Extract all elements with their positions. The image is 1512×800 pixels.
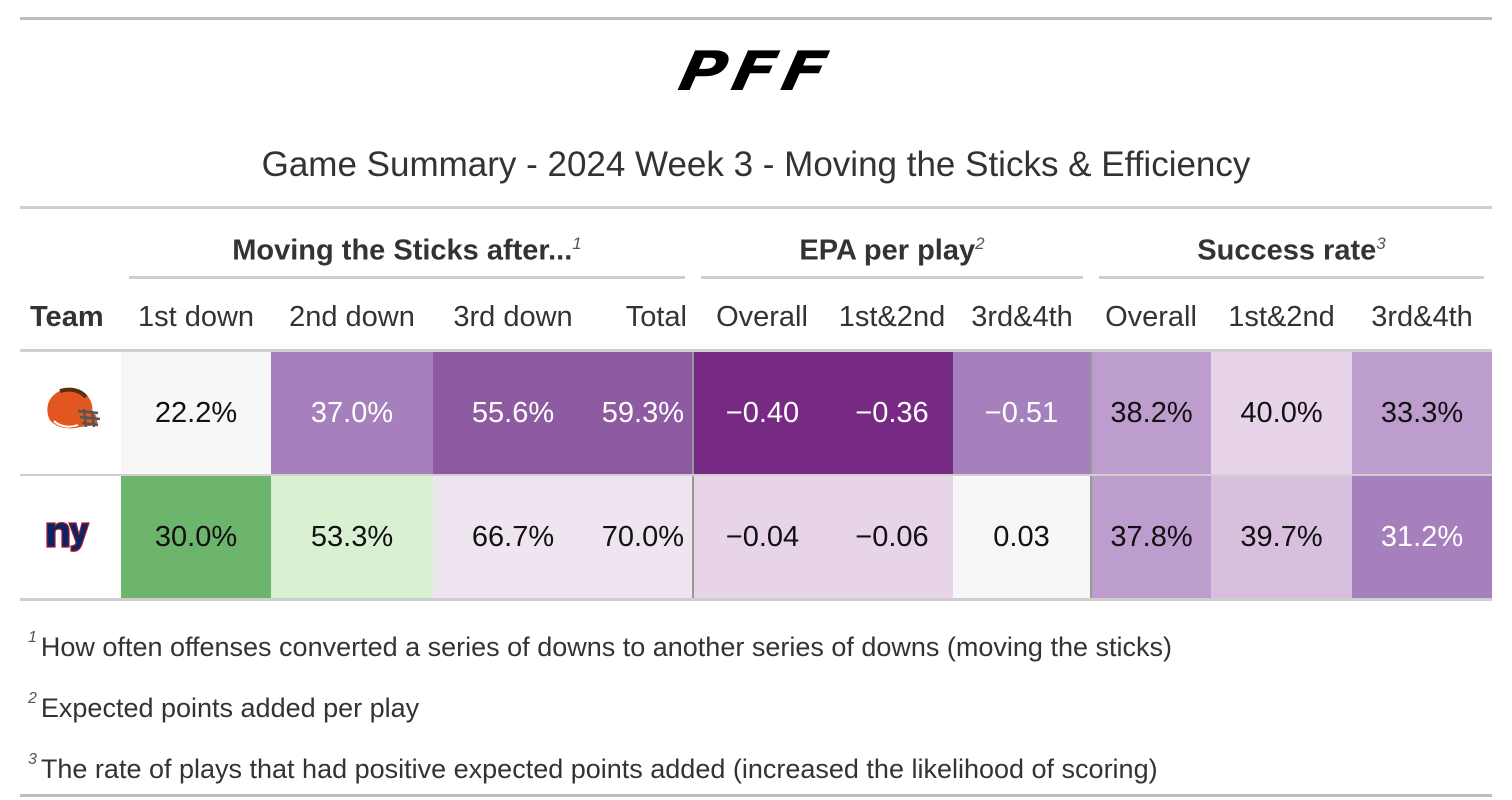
bottom-rule	[20, 794, 1492, 797]
table-row: 30.0% 53.3% 66.7% 70.0% −0.04 −0.06 0.03…	[20, 475, 1493, 601]
cell-epa-overall: −0.04	[692, 475, 831, 601]
footnote-marker: 3	[28, 751, 37, 768]
cell-total: 70.0%	[593, 475, 693, 601]
group-label: EPA per play	[799, 235, 976, 267]
footnote-marker: 1	[28, 629, 37, 646]
browns-helmet-icon	[46, 387, 100, 429]
pff-logo-text: PFF	[673, 40, 839, 104]
footnote: 3 The rate of plays that had positive exp…	[20, 729, 1492, 790]
col-1st-down: 1st down	[121, 285, 271, 352]
col-sr-3rd-4th: 3rd&4th	[1352, 285, 1493, 352]
summary-table: Moving the Sticks after...1 EPA per play…	[20, 206, 1493, 601]
group-success-rate: Success rate3	[1091, 208, 1492, 286]
footnote-text: How often offenses converted a series of…	[40, 632, 1172, 662]
col-2nd-down: 2nd down	[271, 285, 433, 352]
group-epa: EPA per play2	[693, 208, 1091, 286]
footnotes: 1 How often offenses converted a series o…	[20, 601, 1492, 790]
cell-epa-3rd-4th: −0.51	[953, 350, 1091, 476]
group-label: Success rate	[1197, 235, 1377, 267]
group-moving-sticks: Moving the Sticks after...1	[121, 208, 693, 286]
team-logo-cell	[20, 350, 121, 476]
footnote-marker: 2	[975, 234, 985, 254]
footnote: 2 Expected points added per play	[20, 668, 1492, 729]
cell-sr-1st-2nd: 39.7%	[1211, 475, 1352, 601]
col-epa-1st-2nd: 1st&2nd	[831, 285, 953, 352]
pff-logo: PFF	[20, 20, 1492, 124]
cell-total: 59.3%	[593, 350, 693, 476]
cell-epa-1st-2nd: −0.06	[831, 475, 953, 601]
footnote-marker: 3	[1376, 234, 1386, 254]
page-title: Game Summary - 2024 Week 3 - Moving the …	[261, 145, 1251, 184]
footnote: 1 How often offenses converted a series o…	[20, 607, 1492, 668]
table-row: 22.2% 37.0% 55.6% 59.3% −0.40 −0.36 −0.5…	[20, 350, 1493, 476]
col-epa-overall: Overall	[693, 285, 831, 352]
cell-epa-overall: −0.40	[692, 350, 831, 476]
footnote-text: Expected points added per play	[40, 693, 420, 723]
col-3rd-down: 3rd down	[433, 285, 593, 352]
col-epa-3rd-4th: 3rd&4th	[953, 285, 1091, 352]
cell-1st-down: 22.2%	[121, 350, 271, 476]
group-label: Moving the Sticks after...	[232, 235, 573, 267]
summary-card: PFF Game Summary - 2024 Week 3 - Moving …	[20, 17, 1493, 797]
cell-2nd-down: 53.3%	[271, 475, 433, 601]
footnote-marker: 1	[572, 234, 582, 254]
cell-sr-1st-2nd: 40.0%	[1211, 350, 1352, 476]
col-sr-overall: Overall	[1091, 285, 1211, 352]
cell-sr-3rd-4th: 33.3%	[1352, 350, 1493, 476]
cell-sr-3rd-4th: 31.2%	[1352, 475, 1493, 601]
group-header-row: Moving the Sticks after...1 EPA per play…	[20, 207, 1493, 286]
col-team: Team	[20, 285, 121, 352]
cell-1st-down: 30.0%	[121, 475, 271, 601]
column-header-row: Team 1st down 2nd down 3rd down Total Ov…	[20, 285, 1493, 352]
giants-ny-logo-icon	[45, 522, 90, 552]
cell-epa-3rd-4th: 0.03	[953, 475, 1091, 601]
col-total: Total	[593, 285, 693, 352]
footnote-text: The rate of plays that had positive expe…	[40, 754, 1158, 784]
cell-epa-1st-2nd: −0.36	[831, 350, 953, 476]
top-rule	[20, 17, 1492, 20]
col-sr-1st-2nd: 1st&2nd	[1211, 285, 1352, 352]
team-logo-cell	[20, 475, 121, 601]
cell-3rd-down: 66.7%	[433, 475, 593, 601]
cell-sr-overall: 37.8%	[1090, 475, 1211, 601]
cell-2nd-down: 37.0%	[271, 350, 433, 476]
cell-sr-overall: 38.2%	[1090, 350, 1211, 476]
cell-3rd-down: 55.6%	[433, 350, 593, 476]
footnote-marker: 2	[28, 690, 37, 707]
